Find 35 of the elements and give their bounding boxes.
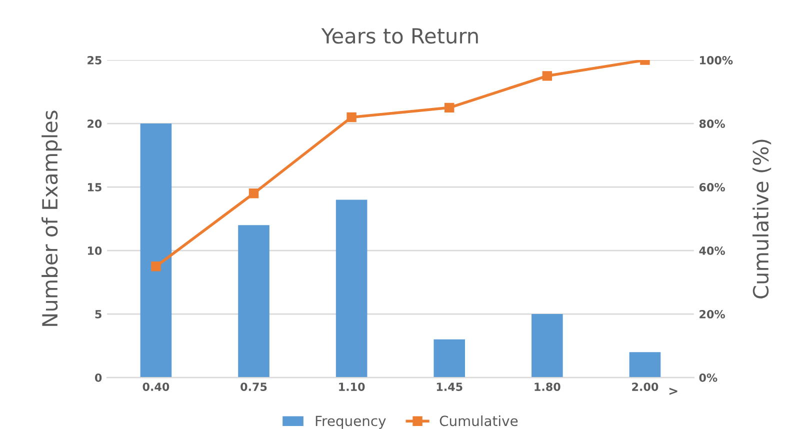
x-tick-label: 1.10 [339,382,365,391]
x-tick-label: 0.75 [240,382,267,391]
y-tick-label: 25 [88,56,102,64]
point [542,71,552,81]
bar [434,339,466,378]
legend-label: Frequency [316,416,386,429]
x-tick-label: 1.80 [534,382,560,391]
x-tick-label: 0.40 [142,382,170,391]
bar [532,314,563,378]
y-axis-title: Number of Examples [42,110,62,326]
y2-tick-label: 20% [700,310,725,318]
y2-tick-label: 0% [699,373,718,382]
bar [629,352,661,378]
x-tick-label: 1.45 [436,382,462,391]
y2-tick-label: 100% [700,56,733,64]
y2-axis-title: Cumulative (%) [752,140,772,298]
bar [140,124,172,378]
text: > [669,388,678,395]
bar [336,200,368,378]
legend-label: Cumulative [440,415,518,426]
y2-tick-label: 80% [699,120,725,128]
chart-title: Years to Return [321,28,478,44]
point [151,262,161,272]
x-tick-label: 2.00 [632,382,658,391]
y2-tick-label: 40% [699,246,725,255]
point [346,112,356,122]
point [248,188,259,198]
y-tick-label: 0 [94,373,102,382]
y2-tick-label: 60% [699,183,725,192]
y-tick-label: 10 [88,246,102,255]
y-tick-label: 5 [95,310,102,318]
y-tick-label: 20 [88,120,102,128]
y-tick-label: 15 [88,183,102,192]
point [444,102,454,113]
bar [238,225,270,378]
